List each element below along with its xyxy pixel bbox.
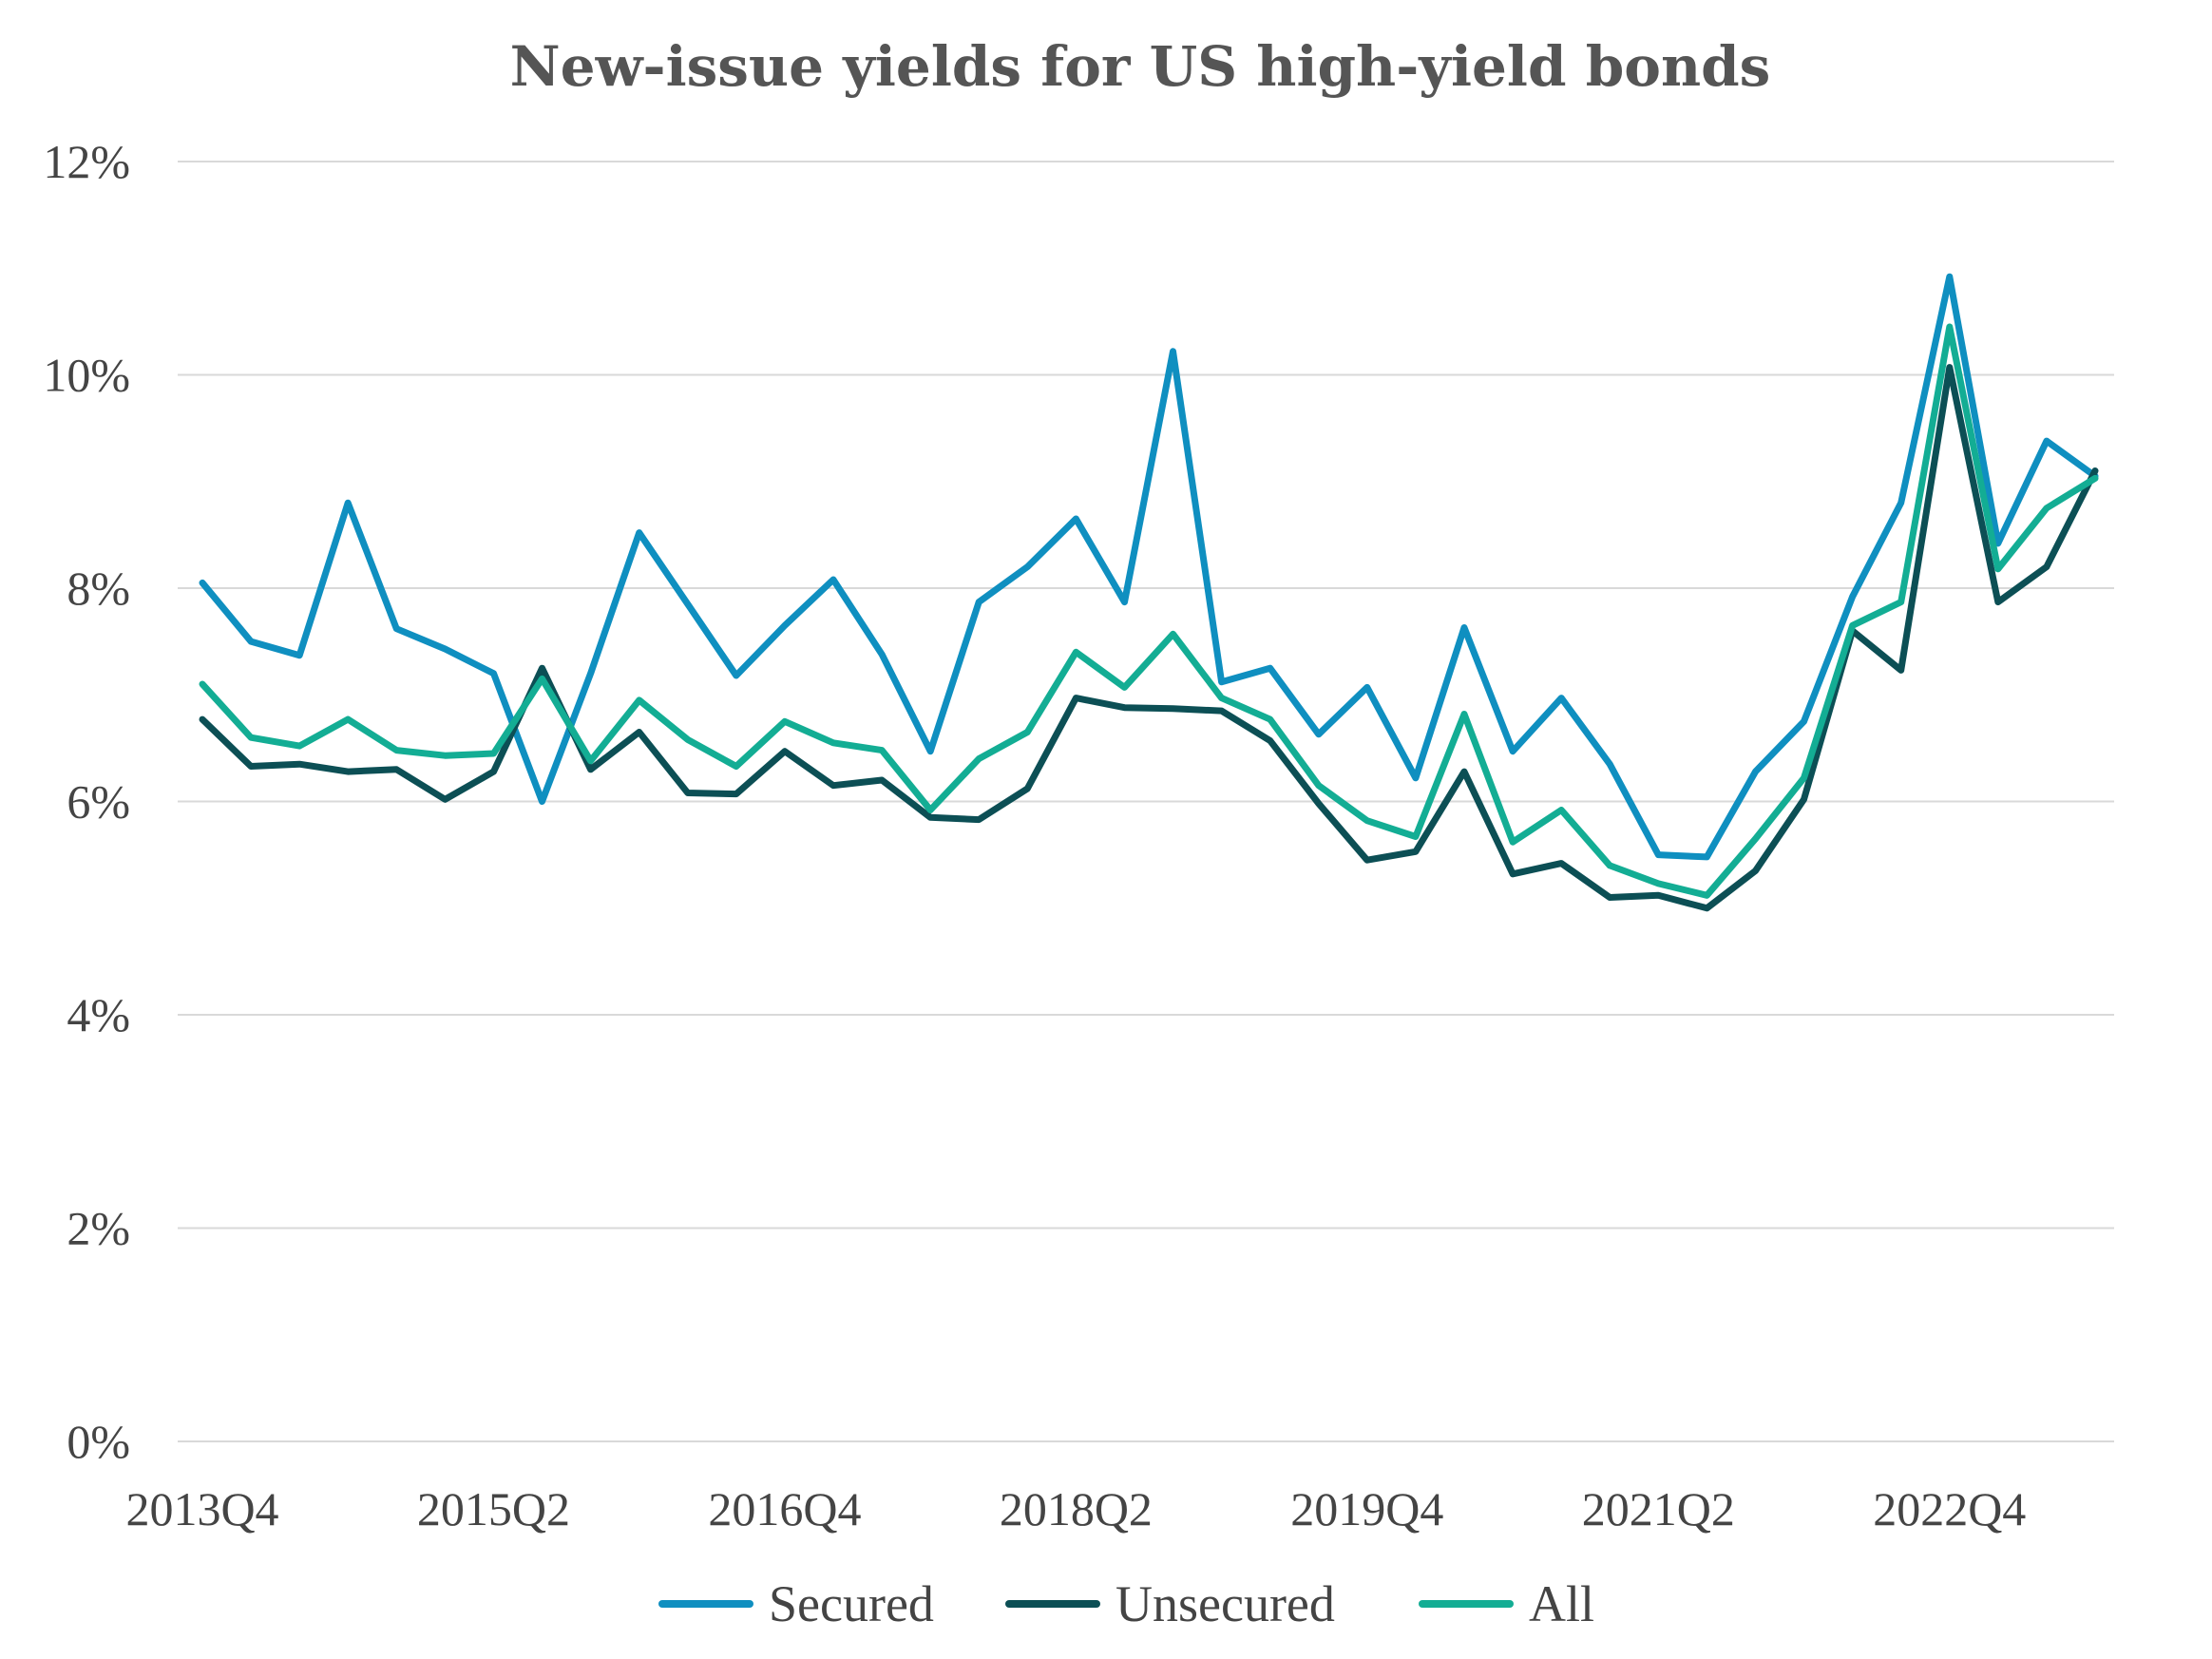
x-axis-tick-labels: 2013Q4 2015Q2 2016Q4 2018Q2 2019Q4 2021Q2 2022…: [125, 1482, 2026, 1535]
legend-label-all: All: [1529, 1575, 1594, 1632]
x-tick-label: 2016Q4: [708, 1482, 861, 1535]
y-tick-label: 4%: [67, 988, 130, 1041]
y-tick-label: 6%: [67, 775, 130, 829]
legend: Secured Unsecured All: [658, 1575, 1594, 1632]
x-tick-label: 2022Q4: [1873, 1482, 2026, 1535]
y-tick-label: 10%: [43, 349, 130, 402]
series-line-secured: [199, 273, 2099, 861]
legend-label-unsecured: Unsecured: [1116, 1575, 1335, 1632]
y-tick-label: 2%: [67, 1202, 130, 1255]
x-tick-label: 2015Q2: [417, 1482, 570, 1535]
y-tick-label: 12%: [43, 135, 130, 188]
y-tick-label: 0%: [67, 1415, 130, 1468]
x-tick-label: 2013Q4: [125, 1482, 278, 1535]
y-tick-label: 8%: [67, 562, 130, 615]
grid-lines: [178, 161, 2114, 1442]
x-tick-label: 2019Q4: [1290, 1482, 1443, 1535]
series-line-unsecured: [199, 364, 2099, 912]
y-axis-tick-labels: 0% 2% 4% 6% 8% 10% 12%: [43, 135, 130, 1468]
series-lines: [199, 273, 2099, 912]
series-line-all: [199, 323, 2099, 899]
chart-title: New-issue yields for US high-yield bonds: [510, 34, 1771, 99]
legend-label-secured: Secured: [769, 1575, 934, 1632]
x-tick-label: 2021Q2: [1582, 1482, 1735, 1535]
x-tick-label: 2018Q2: [1000, 1482, 1153, 1535]
